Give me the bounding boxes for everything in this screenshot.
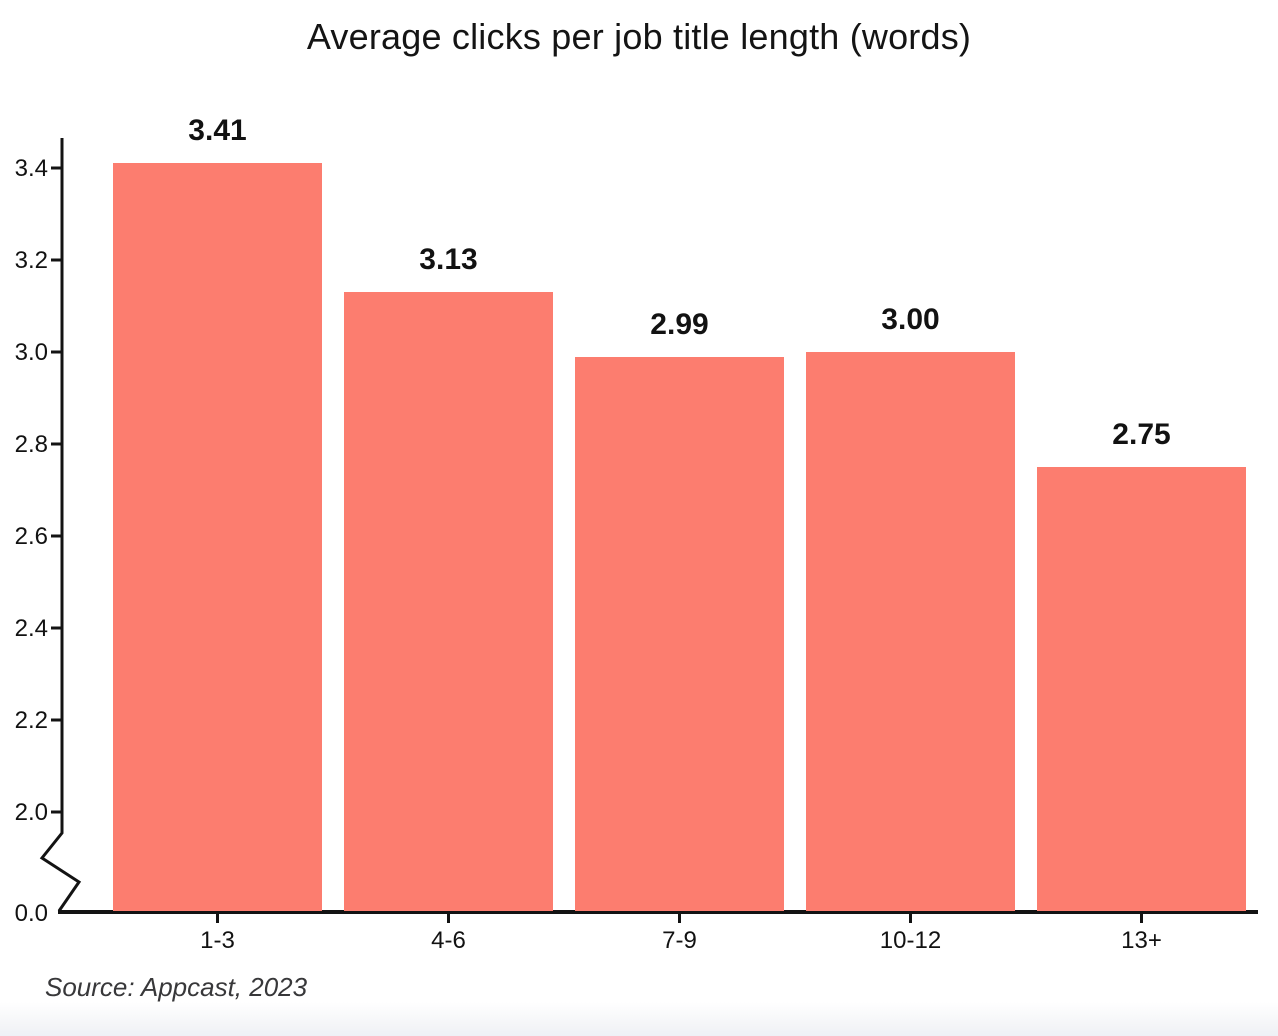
bar-value-label: 3.00 [881,303,940,336]
y-tick-label: 2.0 [14,799,48,826]
y-axis-line [39,138,82,912]
y-tick-label: 3.0 [14,339,48,366]
bar-value-label: 2.99 [650,307,709,341]
y-tick-label: 3.4 [14,155,48,182]
chart-title: Average clicks per job title length (wor… [306,16,972,57]
x-tick-label: 13+ [1121,927,1162,954]
bar-value-label: 3.41 [188,114,247,148]
bar-10-12 [806,352,1015,911]
y-tick-label: 2.4 [14,615,48,642]
y-tick-label: 0.0 [14,900,48,927]
x-tick-label: 4-6 [431,927,466,954]
bar-value-label: 2.75 [1112,418,1171,451]
bar-13+ [1037,467,1246,911]
y-tick-label: 2.2 [14,707,48,734]
axis-tick-marks [51,166,1143,923]
x-tick-label: 1-3 [200,927,235,954]
y-tick-label: 3.2 [14,247,48,274]
bar-value-label: 3.13 [419,243,478,277]
x-tick-label: 7-9 [662,927,697,954]
y-tick-label: 2.6 [14,523,48,550]
axis-lines [39,138,1258,914]
bar-4-6 [344,292,553,911]
y-tick-label: 2.8 [14,431,48,458]
bar-7-9 [575,356,784,911]
x-tick-label: 10-12 [879,927,942,954]
source-caption: Source: Appcast, 2023 [45,972,308,1002]
bar-1-3 [113,163,322,911]
